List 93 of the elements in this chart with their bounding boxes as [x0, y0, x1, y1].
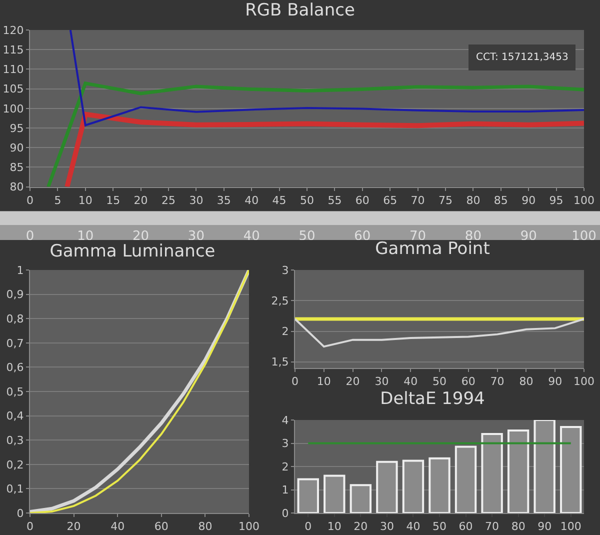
y-tick-label: 0,7 — [6, 336, 24, 350]
y-tick-label: 3 — [282, 264, 289, 277]
x-tick-label: 30 — [374, 375, 389, 388]
y-tick-label: 0,6 — [6, 361, 24, 374]
x2-tick-label: 60 — [354, 229, 371, 244]
x-tick-label: 10 — [78, 194, 92, 207]
y-tick-label: 120 — [2, 24, 24, 37]
x-tick-label: 10 — [316, 375, 331, 388]
y-tick-label: 1,5 — [271, 356, 289, 369]
line-series — [46, 82, 584, 187]
x-tick-label: 35 — [216, 194, 231, 207]
x-tick-label: 45 — [272, 194, 286, 207]
x-tick-label: 0 — [26, 194, 34, 207]
x-tick-label: 20 — [346, 375, 360, 388]
x2-tick-label: 40 — [243, 229, 260, 244]
x-tick-label: 80 — [198, 520, 212, 534]
y-tick-label: 95 — [10, 122, 24, 135]
annotation: CCT: 157121,3453 — [476, 52, 568, 63]
x-tick-label: 20 — [66, 520, 81, 534]
x-tick-label: 10 — [327, 520, 342, 534]
y-tick-label: 4 — [282, 414, 289, 427]
x-tick-label: 100 — [574, 194, 594, 207]
line-series — [69, 30, 584, 126]
y-tick-label: 90 — [10, 141, 24, 154]
x-tick-label: 80 — [519, 375, 534, 388]
chart-title: Gamma Luminance — [50, 241, 216, 262]
x-tick-label: 40 — [404, 375, 418, 388]
x-tick-label: 30 — [380, 520, 394, 534]
y-tick-label: 115 — [2, 43, 24, 56]
chart-title: RGB Balance — [245, 0, 355, 20]
x-tick-label: 50 — [300, 194, 314, 207]
y-tick-label: 80 — [10, 180, 24, 194]
x2-tick-label: 50 — [298, 229, 316, 244]
x-tick-label: 70 — [490, 375, 504, 388]
y-tick-label: 110 — [2, 63, 24, 76]
x-tick-label: 20 — [134, 194, 148, 207]
x-tick-label: 65 — [383, 194, 398, 207]
x-tick-label: 70 — [410, 194, 425, 207]
x-tick-label: 75 — [438, 194, 452, 207]
x2-tick-label: 90 — [520, 229, 537, 244]
x-tick-label: 85 — [494, 194, 508, 207]
x2-tick-label: 20 — [132, 229, 150, 244]
line-series — [295, 318, 584, 348]
x-tick-label: 90 — [522, 194, 536, 207]
x-tick-label: 80 — [466, 194, 480, 207]
chart-title: DeltaE 1994 — [380, 389, 485, 410]
y-tick-label: 2,5 — [271, 294, 289, 308]
x-tick-label: 5 — [54, 194, 62, 207]
y-tick-label: 0 — [16, 506, 24, 520]
x-tick-label: 95 — [549, 194, 564, 207]
x-tick-label: 60 — [458, 520, 473, 534]
x-tick-label: 100 — [560, 520, 582, 534]
x2-tick-label: 100 — [572, 229, 596, 244]
x-tick-label: 20 — [354, 520, 368, 534]
x-tick-label: 50 — [432, 375, 446, 388]
x-tick-label: 40 — [406, 520, 420, 534]
x-tick-label: 90 — [538, 520, 552, 534]
y-tick-label: 0,9 — [6, 288, 24, 302]
x-tick-label: 25 — [162, 194, 176, 207]
y-tick-label: 2 — [282, 460, 289, 474]
x-tick-label: 0 — [26, 520, 34, 534]
x2-tick-label: 10 — [77, 229, 94, 244]
x2-tick-label: 30 — [188, 229, 204, 244]
y-tick-label: 0,4 — [6, 410, 24, 423]
x-tick-label: 0 — [292, 375, 298, 388]
y-tick-label: 0,1 — [6, 482, 24, 496]
x-tick-label: 40 — [110, 520, 125, 534]
y-tick-label: 2 — [282, 325, 289, 338]
y-tick-label: 0,5 — [6, 385, 24, 398]
y-tick-label: 0 — [282, 506, 289, 520]
x-tick-label: 50 — [432, 520, 446, 534]
x-tick-label: 100 — [574, 375, 594, 388]
x-tick-label: 30 — [189, 194, 204, 207]
x-tick-label: 90 — [548, 375, 562, 388]
x-tick-label: 0 — [304, 520, 312, 534]
y-tick-label: 1 — [16, 264, 24, 277]
y-tick-label: 0,3 — [6, 434, 24, 447]
x-tick-label: 60 — [154, 520, 168, 534]
x-tick-label: 70 — [485, 520, 500, 534]
y-tick-label: 3 — [282, 437, 289, 450]
x-tick-label: 100 — [238, 520, 260, 534]
x-tick-label: 80 — [511, 520, 526, 534]
x-tick-label: 55 — [328, 194, 342, 207]
y-tick-label: 100 — [2, 102, 24, 116]
x-tick-label: 60 — [461, 375, 476, 388]
x-tick-label: 40 — [244, 194, 259, 207]
y-tick-label: 0,2 — [6, 458, 24, 472]
y-tick-label: 0,8 — [6, 312, 24, 326]
x-tick-label: 15 — [106, 194, 120, 207]
y-tick-label: 105 — [2, 82, 24, 96]
x-tick-label: 60 — [355, 194, 370, 207]
y-tick-label: 1 — [282, 484, 289, 497]
y-tick-label: 85 — [10, 161, 24, 174]
